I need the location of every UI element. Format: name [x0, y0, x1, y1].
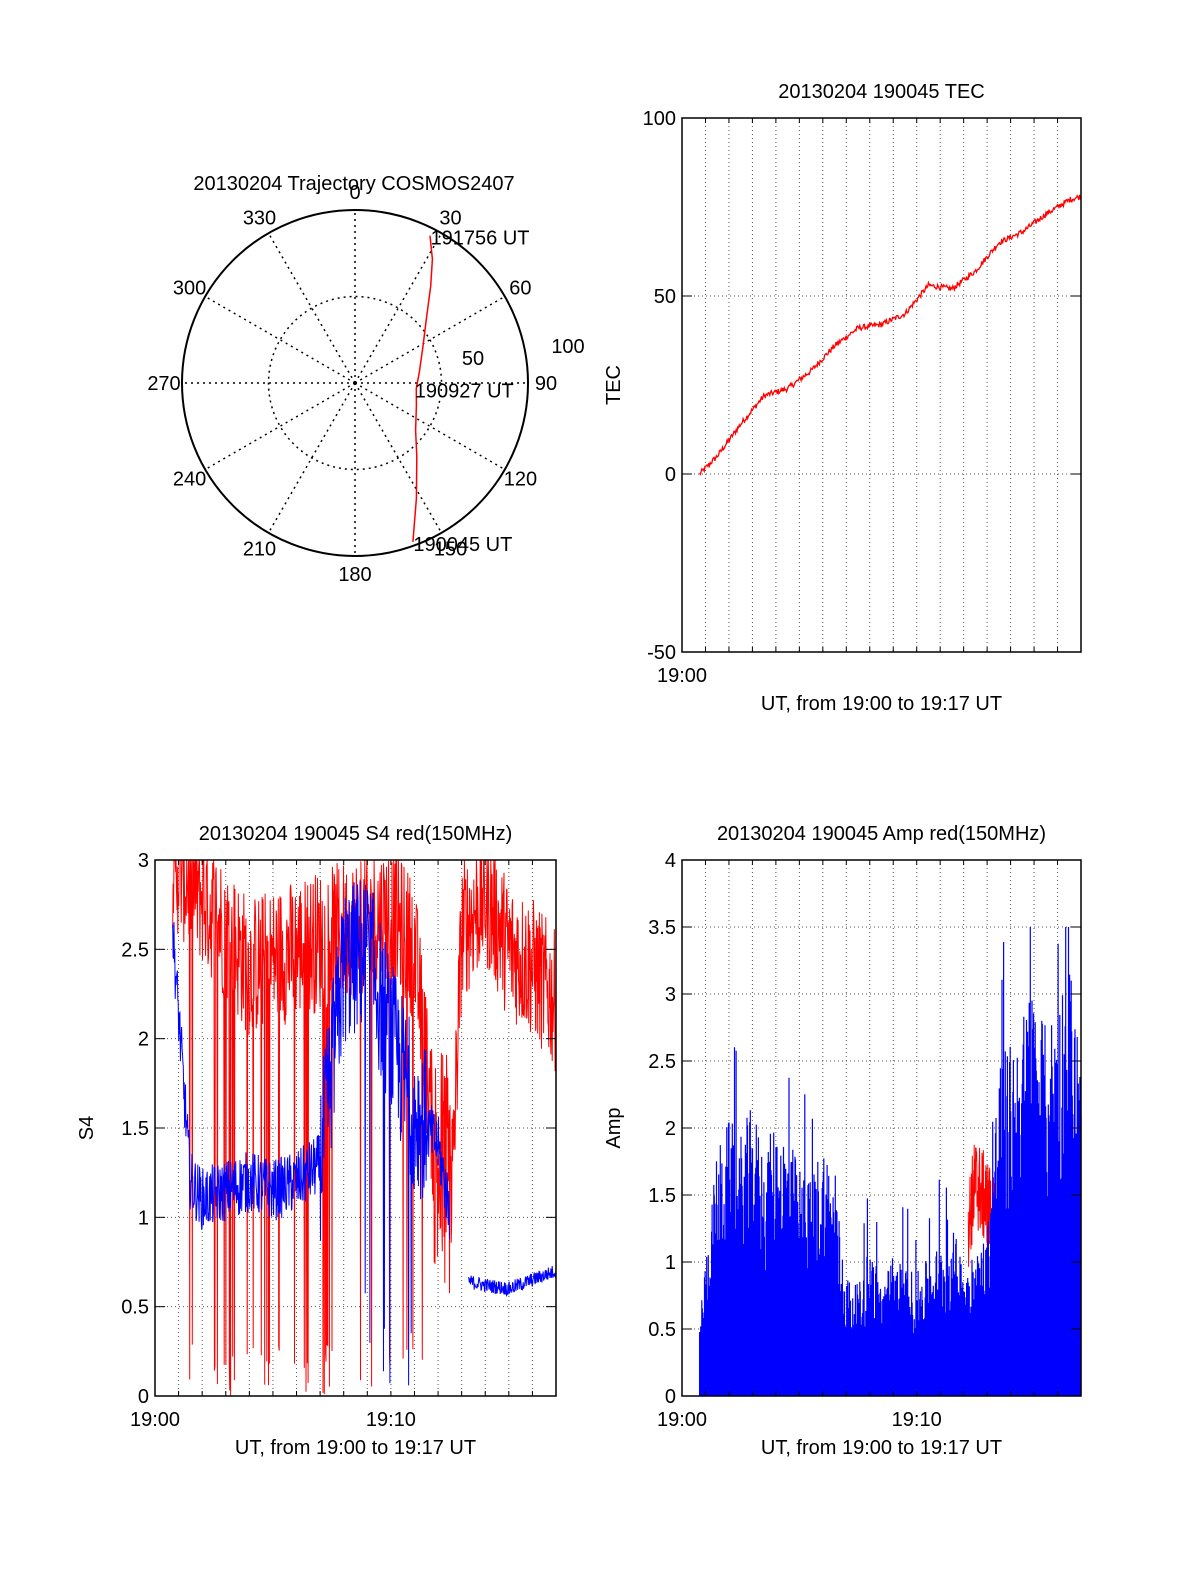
polar-spoke: [354, 382, 443, 534]
trajectory-time-label: 190045 UT: [413, 534, 512, 556]
y-tick-label: 1.5: [121, 1118, 149, 1140]
amp-chart-title: 20130204 190045 Amp red(150MHz): [717, 823, 1046, 845]
trajectory-time-label: 190927 UT: [415, 380, 514, 402]
y-tick-label: 2: [665, 1118, 676, 1140]
polar-angle-label: 150: [434, 538, 467, 560]
polar-title: 20130204 Trajectory COSMOS2407: [193, 173, 514, 195]
x-tick-label: 19:10: [366, 1409, 416, 1431]
x-tick-label: 19:00: [657, 665, 707, 687]
x-axis-label: UT, from 19:00 to 19:17 UT: [761, 1437, 1002, 1459]
polar-spoke: [354, 295, 506, 384]
polar-angle-label: 0: [349, 182, 360, 204]
polar-angle-label: 180: [338, 564, 371, 586]
y-tick-label: 4: [665, 850, 676, 872]
polar-angle-label: 240: [173, 469, 206, 491]
polar-angle-label: 330: [243, 208, 276, 230]
x-tick-label: 19:00: [130, 1409, 180, 1431]
amp-blue-series: [699, 927, 1082, 1396]
polar-spoke: [267, 382, 356, 534]
y-tick-label: 1: [138, 1207, 149, 1229]
polar-angle-label: 210: [243, 538, 276, 560]
y-tick-label: 3: [665, 984, 676, 1006]
y-tick-label: 0.5: [648, 1319, 676, 1341]
polar-angle-label: 270: [147, 373, 180, 395]
polar-outer-circle: [181, 209, 529, 557]
x-tick-label: 19:10: [892, 1409, 942, 1431]
y-tick-label: 0: [665, 464, 676, 486]
y-tick-label: 3: [138, 850, 149, 872]
polar-spoke: [267, 232, 356, 384]
tec-chart: 20130204 190045 TEC -50 0 50 100 19:00 UT, fro…: [603, 81, 1082, 715]
tec-chart-title: 20130204 190045 TEC: [778, 81, 984, 103]
polar-angle-label: 120: [504, 469, 537, 491]
polar-angle-label: 90: [535, 373, 557, 395]
s4-blue-series: [172, 881, 557, 1386]
y-tick-label: 50: [654, 286, 676, 308]
s4-chart: 20130204 190045 S4 red(150MHz) 0 0.5 1 1.5 2 2…: [76, 823, 557, 1459]
y-tick-label: -50: [647, 642, 676, 664]
y-tick-label: 1.5: [648, 1185, 676, 1207]
y-axis-label: TEC: [603, 365, 625, 405]
trajectory-line: [412, 235, 434, 543]
polar-radial-label: 100: [551, 336, 584, 358]
y-tick-label: 0: [665, 1386, 676, 1408]
y-tick-label: 2.5: [121, 939, 149, 961]
y-tick-label: 2: [138, 1029, 149, 1051]
amp-chart: 20130204 190045 Amp red(150MHz) 0 0.5 1 1.5 2…: [603, 823, 1082, 1459]
y-tick-label: 100: [643, 108, 676, 130]
y-tick-label: 0: [138, 1386, 149, 1408]
y-tick-label: 0.5: [121, 1297, 149, 1319]
polar-angle-label: 60: [509, 278, 531, 300]
y-axis-label: S4: [76, 1116, 98, 1140]
polar-angle-label: 300: [173, 278, 206, 300]
x-tick-label: 19:00: [657, 1409, 707, 1431]
polar-angle-label: 30: [439, 208, 461, 230]
plot-frame: [681, 117, 1082, 653]
polar-spoke: [204, 382, 356, 471]
s4-chart-title: 20130204 190045 S4 red(150MHz): [199, 823, 513, 845]
s4-red-series: [172, 859, 557, 1396]
polar-spoke: [354, 232, 443, 384]
polar-spoke: [354, 382, 506, 471]
trajectory-time-label: 191756 UT: [431, 228, 530, 250]
x-axis-label: UT, from 19:00 to 19:17 UT: [235, 1437, 476, 1459]
polar-inner-circle: [267, 295, 443, 471]
y-tick-label: 3.5: [648, 917, 676, 939]
x-axis-label: UT, from 19:00 to 19:17 UT: [761, 693, 1002, 715]
y-tick-label: 1: [665, 1252, 676, 1274]
polar-radial-label: 50: [462, 348, 484, 370]
tec-series-line: [699, 194, 1082, 476]
polar-spoke: [204, 295, 356, 384]
y-tick-label: 2.5: [648, 1051, 676, 1073]
y-axis-label: Amp: [603, 1107, 625, 1148]
